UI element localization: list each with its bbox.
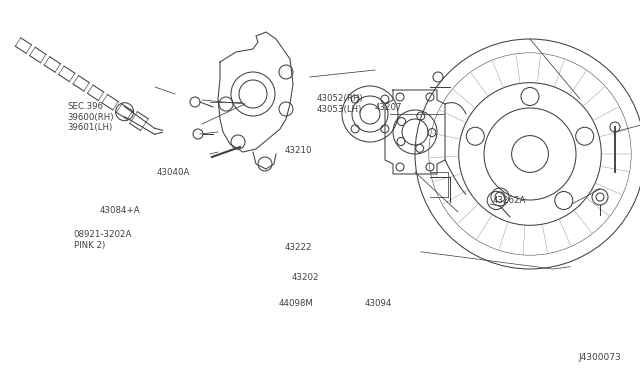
- Text: 43094: 43094: [365, 299, 392, 308]
- Text: 43202: 43202: [291, 273, 319, 282]
- Text: 43052(RH)
43053(LH): 43052(RH) 43053(LH): [317, 94, 364, 114]
- Text: 43210: 43210: [285, 146, 312, 155]
- Text: 43222: 43222: [285, 243, 312, 252]
- Text: 08921-3202A
PINK 2): 08921-3202A PINK 2): [74, 230, 132, 250]
- Text: 43084+A: 43084+A: [99, 206, 140, 215]
- Text: 43207: 43207: [374, 103, 402, 112]
- Text: 43040A: 43040A: [157, 169, 190, 177]
- Text: 44098M: 44098M: [278, 299, 313, 308]
- Text: J4300073: J4300073: [578, 353, 621, 362]
- Text: SEC.396
39600(RH)
39601(LH): SEC.396 39600(RH) 39601(LH): [67, 102, 114, 132]
- Text: 43262A: 43262A: [493, 196, 526, 205]
